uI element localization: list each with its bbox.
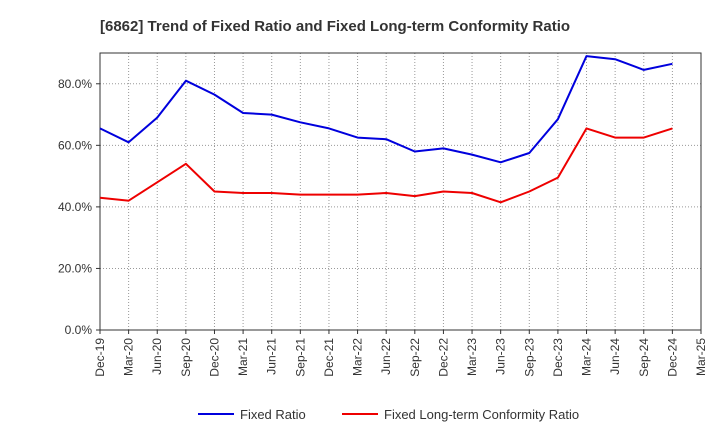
series-lines <box>99 55 673 204</box>
x-tick-label: Jun-23 <box>494 338 508 375</box>
x-tick-label: Sep-24 <box>637 338 651 377</box>
chart-title: [6862] Trend of Fixed Ratio and Fixed Lo… <box>100 18 570 35</box>
x-tick-label: Dec-22 <box>436 338 450 377</box>
plot-frame <box>99 52 702 331</box>
grid <box>99 53 702 331</box>
x-tick-label: Jun-21 <box>265 338 279 375</box>
y-tick-label: 60.0% <box>58 138 92 152</box>
x-tick-label: Dec-23 <box>551 338 565 377</box>
x-tick-label: Dec-20 <box>207 338 221 377</box>
x-tick-label: Dec-19 <box>93 338 107 377</box>
x-tick-label: Sep-23 <box>522 338 536 377</box>
x-tick-label: Dec-24 <box>665 338 679 377</box>
y-tick-label: 40.0% <box>58 200 92 214</box>
x-tick-label: Mar-20 <box>122 338 136 376</box>
x-tick-label: Mar-22 <box>351 338 365 376</box>
series-line-fixed-ratio <box>99 55 673 164</box>
y-tick-label: 0.0% <box>65 323 93 337</box>
x-tick-label: Sep-22 <box>408 338 422 377</box>
y-tick-label: 80.0% <box>58 77 92 91</box>
legend-label: Fixed Long-term Conformity Ratio <box>384 407 579 422</box>
x-tick-label: Sep-20 <box>179 338 193 377</box>
series-line-fixed-long-term-conformity-ratio <box>99 127 673 204</box>
y-axis-ticks: 0.0% 20.0% 40.0% 60.0% 80.0% <box>58 77 100 337</box>
x-tick-label: Mar-23 <box>465 338 479 376</box>
legend: Fixed Ratio Fixed Long-term Conformity Ra… <box>198 407 579 422</box>
x-tick-label: Jun-20 <box>150 338 164 375</box>
y-tick-label: 20.0% <box>58 261 92 275</box>
axes <box>99 52 702 331</box>
x-tick-label: Jun-22 <box>379 338 393 375</box>
x-tick-label: Mar-21 <box>236 338 250 376</box>
x-tick-label: Mar-25 <box>694 338 708 376</box>
legend-label: Fixed Ratio <box>240 407 306 422</box>
x-tick-label: Dec-21 <box>322 338 336 377</box>
x-tick-label: Jun-24 <box>608 338 622 375</box>
x-tick-label: Mar-24 <box>580 338 594 376</box>
x-axis-ticks: Dec-19 Mar-20 Jun-20 Sep-20 Dec-20 Mar-21 Jun-… <box>93 330 708 377</box>
x-tick-label: Sep-21 <box>293 338 307 377</box>
